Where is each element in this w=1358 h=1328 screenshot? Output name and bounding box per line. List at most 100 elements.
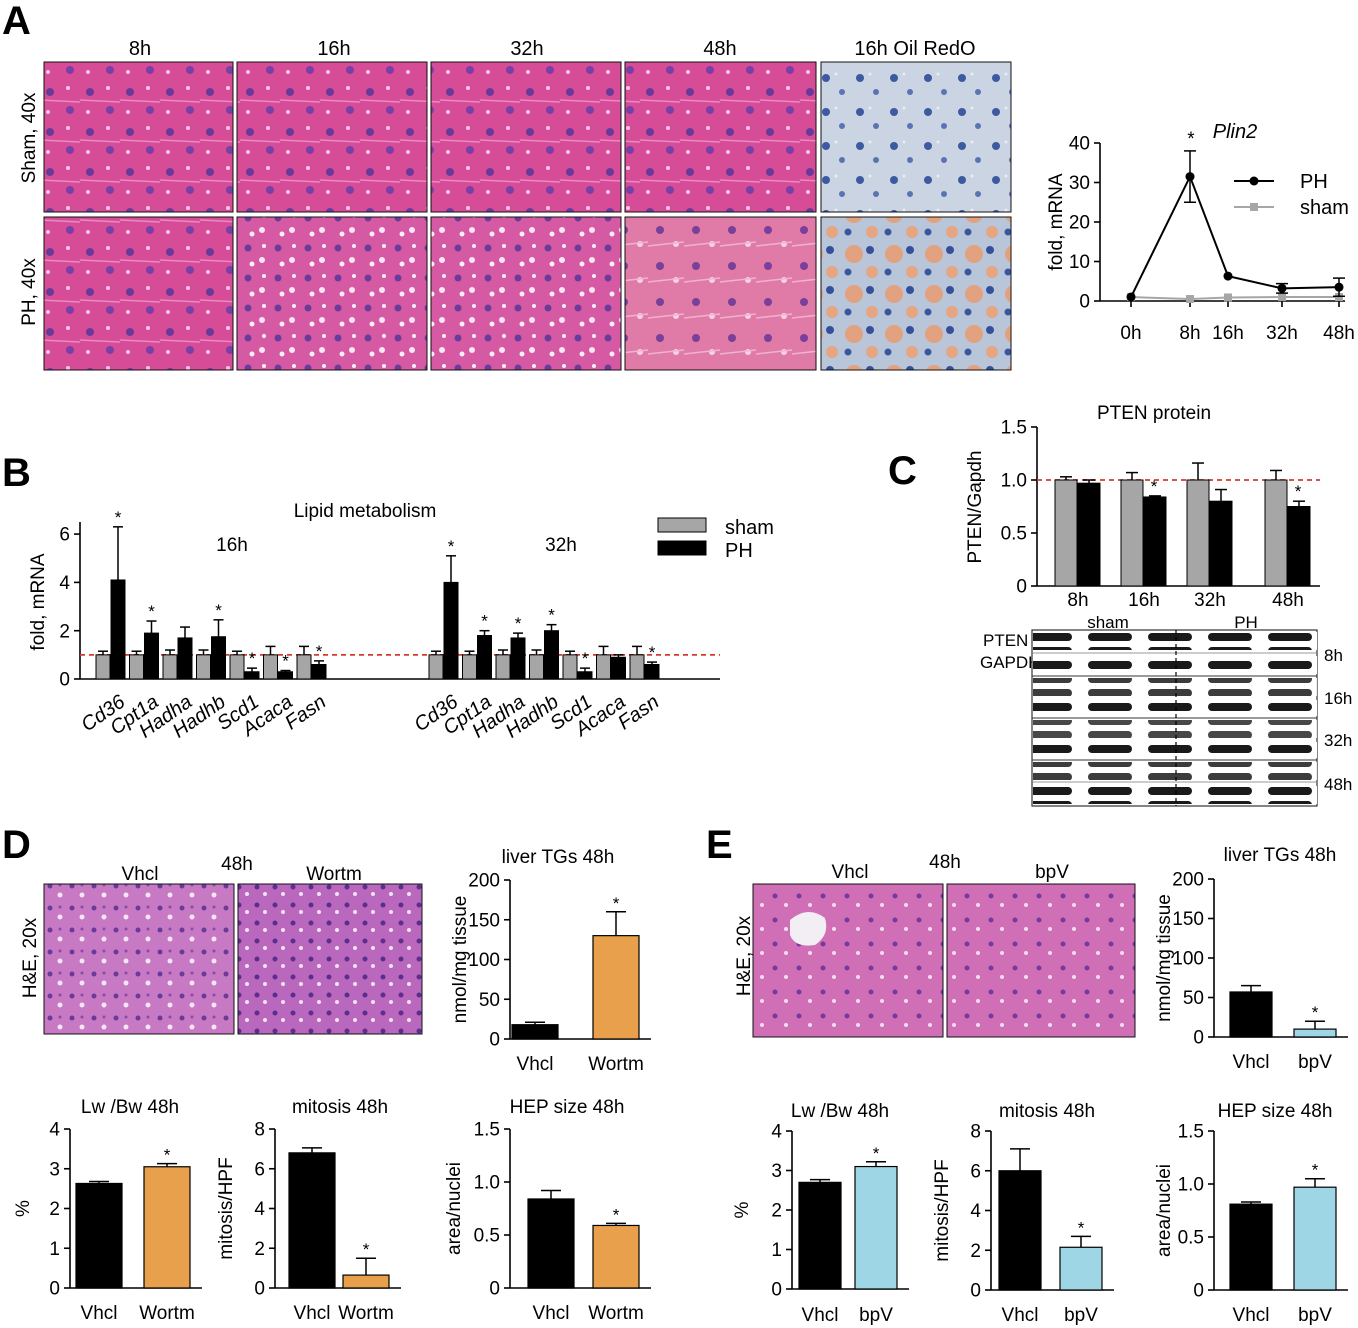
pten-y-tick-label: 1.5 [1001, 418, 1027, 439]
e_tg-x-tick-label: Vhcl [1233, 1052, 1270, 1073]
pten-bar-sham [1264, 479, 1288, 587]
plin2-y-tick-label: 0 [1079, 292, 1090, 313]
e_tg-y-tick-label: 200 [1172, 870, 1204, 891]
lipid-bar-sham-16h [229, 654, 245, 680]
pten-star: * [1295, 482, 1302, 501]
lipid-bar-PH-16h [311, 664, 327, 680]
e_hep-y-tick-label: 1.5 [1178, 1122, 1204, 1143]
e_hep-x-tick-label: bpV [1298, 1305, 1332, 1326]
lipid-y-tick-label: 4 [59, 573, 70, 594]
col-label-oilredo: 16h Oil RedO [854, 38, 975, 60]
lipid-bar-PH-32h [477, 635, 492, 680]
e_mitosis-y-tick-label: 6 [970, 1161, 981, 1182]
pten-bar-PH [1287, 506, 1311, 587]
d_mitosis-x-tick-label: Wortm [338, 1303, 394, 1324]
lipid-bar-PH-32h [443, 581, 459, 680]
lipid-legend-label-sham: sham [725, 517, 774, 539]
lipid-legend-label-ph: PH [725, 540, 753, 562]
e_lwbw-y-tick-label: 1 [771, 1240, 782, 1261]
d_hep-y-tick-label: 0.5 [474, 1226, 500, 1247]
d_lwbw-y-tick-label: 3 [49, 1159, 60, 1180]
d_lwbw-x-tick-label: Wortm [139, 1303, 195, 1324]
d_hep-title: HEP size 48h [510, 1097, 625, 1118]
e-image-label-bpv: bpV [1035, 862, 1069, 883]
e_hep-bar-Vhcl [1229, 1203, 1273, 1291]
e_tg-star: * [1312, 1003, 1319, 1022]
d_mitosis-title: mitosis 48h [292, 1097, 388, 1118]
plin2-legend-marker-ph [1249, 176, 1259, 186]
lipid-star-32h: * [515, 614, 522, 633]
plin2-x-tick-label: 16h [1212, 323, 1244, 344]
blot-32h-pten [1033, 720, 1317, 738]
d_tg-x-tick-label: Vhcl [517, 1054, 554, 1075]
d_mitosis-y-tick-label: 8 [254, 1120, 265, 1141]
lipid-bar-sham-16h [296, 654, 312, 680]
d_hep-x-tick-label: Wortm [588, 1303, 644, 1324]
e_mitosis-title: mitosis 48h [999, 1101, 1095, 1122]
e_mitosis-y-label: mitosis/HPF [932, 1159, 953, 1261]
blot-group-ph: PH [1234, 613, 1258, 632]
plin2-point-PH [1334, 282, 1344, 292]
plin2-x-tick-label: 48h [1323, 323, 1355, 344]
d_tg-y-tick-label: 100 [468, 950, 500, 971]
lipid-y-tick-label: 6 [59, 525, 70, 546]
d_mitosis-bar-Wortm [342, 1274, 390, 1289]
blot-time-32h: 32h [1324, 731, 1352, 750]
d_lwbw-bar-Wortm [143, 1166, 191, 1289]
e_lwbw-y-label: % [732, 1201, 753, 1218]
d_mitosis-y-tick-label: 0 [254, 1279, 265, 1300]
panel-d-micrographs: Vhcl 48h Wortm H&E, 20x [20, 854, 423, 1035]
pten-y-tick-label: 0.5 [1001, 524, 1027, 545]
d_lwbw-y-tick-label: 2 [49, 1199, 60, 1220]
e_mitosis-y-tick-label: 8 [970, 1122, 981, 1143]
e_tg-title: liver TGs 48h [1224, 845, 1337, 866]
plin2-line-PH [1130, 174, 1340, 298]
pten-y-tick-label: 0 [1016, 577, 1027, 598]
e_lwbw-title: Lw /Bw 48h [791, 1101, 889, 1122]
plin2-x-tick-label: 8h [1179, 323, 1200, 344]
micrograph-sham-8h [43, 61, 234, 213]
plin2-legend-marker-sham [1250, 203, 1258, 211]
pten-y-tick-label: 1.0 [1001, 471, 1027, 492]
panel-letter-e: E [706, 823, 733, 867]
plin2-point-sham [1335, 293, 1343, 302]
d_tg-y-tick-label: 0 [489, 1030, 500, 1051]
pten-x-tick-label: 16h [1128, 590, 1160, 611]
blot-time-48h: 48h [1324, 775, 1352, 794]
col-label-8h: 8h [129, 38, 151, 60]
e_hep-y-label: area/nuclei [1154, 1164, 1175, 1257]
plin2-point-sham [1278, 293, 1286, 302]
d-row-label: H&E, 20x [20, 917, 41, 998]
lipid-bar-PH-32h [544, 630, 559, 680]
panel-letter-a: A [2, 0, 31, 43]
micrograph-sham-16h [236, 61, 428, 213]
panel-letter-c: C [888, 449, 917, 493]
lipid-bar-sham-16h [196, 654, 211, 680]
e_mitosis-x-tick-label: Vhcl [1002, 1305, 1039, 1326]
e_lwbw-bar-bpV [854, 1165, 898, 1290]
e_lwbw-y-tick-label: 3 [771, 1161, 782, 1182]
col-label-32h: 32h [510, 38, 543, 60]
lipid-star-16h: * [282, 652, 289, 671]
d_hep-y-label: area/nuclei [444, 1162, 465, 1255]
d_mitosis-y-tick-label: 6 [254, 1159, 265, 1180]
e_lwbw-y-tick-label: 0 [771, 1280, 782, 1301]
panel-a-micrographs: 8h 16h 32h 48h 16h Oil RedO Sham, 40x PH… [19, 38, 1012, 371]
plin2-point-sham [1224, 293, 1232, 302]
plin2-legend-label-ph: PH [1300, 171, 1328, 193]
d_lwbw-y-tick-label: 0 [49, 1279, 60, 1300]
lipid-star-32h: * [481, 612, 488, 631]
e_mitosis-bar-bpV [1059, 1246, 1103, 1291]
e-micrograph-vhcl [752, 883, 944, 1038]
d-image-label-wortm: Wortm [306, 864, 362, 885]
e_tg-y-label: nmol/mg tissue [1154, 894, 1175, 1022]
e-row-label: H&E, 20x [734, 915, 755, 996]
d-micrograph-vhcl [43, 883, 235, 1035]
plin2-point-PH [1126, 292, 1136, 302]
micrograph-ph-48h [624, 216, 817, 371]
panel-letter-b: B [2, 451, 31, 495]
lipid-star-32h: * [582, 649, 589, 668]
pten-x-tick-label: 32h [1194, 590, 1226, 611]
e_tg-y-tick-label: 150 [1172, 909, 1204, 930]
